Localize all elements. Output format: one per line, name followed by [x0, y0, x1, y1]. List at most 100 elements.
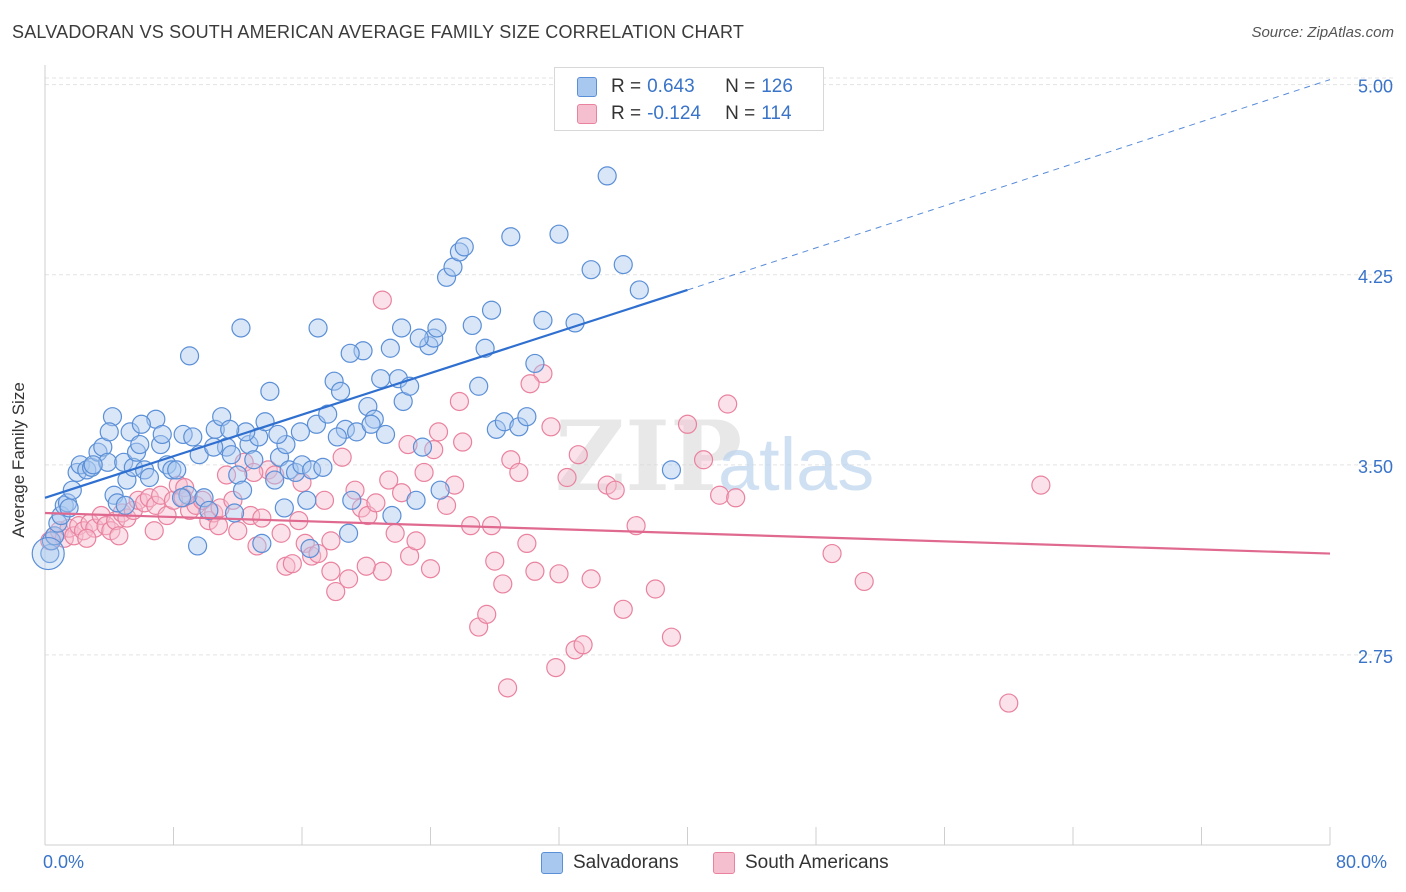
south-american-point: [372, 290, 392, 310]
stats-legend: R = 0.643 N = 126 R = -0.124 N = 114: [554, 67, 824, 131]
salvadoran-point: [265, 470, 285, 490]
south-american-point: [216, 465, 237, 485]
south-american-point: [144, 521, 164, 541]
south-american-point: [282, 554, 302, 574]
south-americans-points: [40, 290, 1051, 713]
south-american-point: [613, 599, 633, 619]
south-american-point: [139, 488, 160, 508]
x-tick-label-min: 0.0%: [43, 852, 85, 872]
salvadoran-point: [436, 267, 457, 287]
bottom-legend-salvadorans: Salvadorans: [541, 852, 679, 874]
chart-source: Source: ZipAtlas.com: [1251, 24, 1394, 41]
salvadoran-point: [629, 280, 649, 300]
salvadoran-point: [224, 503, 245, 523]
salvadoran-point: [244, 450, 264, 470]
salvadoran-point: [167, 460, 187, 480]
legend-swatch-blue: [577, 77, 597, 97]
salvadoran-point: [481, 300, 502, 320]
south-american-point: [406, 531, 426, 551]
south-american-point: [605, 480, 625, 500]
south-americans-trend-line: [44, 511, 1331, 555]
south-american-point: [661, 627, 682, 647]
salvadoran-point: [285, 462, 306, 483]
salvadoran-point: [130, 434, 150, 455]
salvadoran-point: [290, 422, 310, 442]
salvadoran-point: [300, 538, 320, 559]
watermark-atlas: atlas: [718, 423, 874, 506]
south-american-point: [1031, 475, 1051, 495]
y-axis-label: Average Family Size: [9, 382, 28, 538]
legend-row-south-americans: R = -0.124 N = 114: [577, 102, 792, 126]
south-american-point: [444, 475, 465, 495]
salvadoran-point: [276, 434, 296, 455]
south-american-point: [77, 528, 97, 548]
salvadoran-point: [107, 493, 127, 513]
salvadoran-point: [120, 422, 140, 442]
salvadoran-point: [260, 381, 280, 401]
salvadoran-point: [371, 369, 391, 389]
salvadoran-point: [597, 166, 617, 186]
salvadoran-point: [45, 526, 65, 546]
legend-r-label: R =: [611, 103, 642, 124]
south-american-point: [366, 493, 386, 513]
salvadoran-point: [139, 467, 160, 488]
south-american-point: [332, 447, 352, 467]
south-american-point: [428, 422, 449, 442]
salvadoran-point: [297, 490, 317, 510]
salvadorans-trend-line: [44, 288, 688, 499]
south-american-point: [208, 516, 229, 536]
salvadoran-point: [324, 371, 344, 391]
south-american-point: [449, 391, 470, 412]
salvadoran-point: [338, 523, 359, 543]
salvadoran-point: [221, 445, 241, 465]
south-american-point: [481, 516, 502, 536]
bottom-legend-label: South Americans: [745, 852, 889, 873]
salvadoran-point: [427, 318, 447, 338]
salvadoran-point: [462, 315, 482, 336]
south-american-point: [321, 531, 341, 551]
salvadoran-point: [335, 419, 355, 439]
salvadoran-point: [199, 500, 219, 521]
south-american-point: [822, 543, 842, 564]
y-tick-label: 3.50: [1358, 457, 1393, 477]
salvadoran-point: [62, 480, 82, 500]
south-american-point: [854, 571, 874, 592]
axes: [44, 65, 1331, 846]
salvadoran-point: [517, 407, 537, 427]
salvadoran-point: [131, 414, 151, 434]
south-american-point: [258, 460, 278, 480]
south-american-point: [718, 394, 738, 414]
salvadoran-point: [194, 488, 214, 508]
salvadoran-point: [406, 490, 426, 510]
legend-n-label: N =: [725, 103, 756, 124]
south-american-point: [385, 523, 405, 543]
y-tick-label: 2.75: [1358, 647, 1393, 667]
salvadoran-point: [494, 412, 514, 432]
grid-lines: [45, 77, 1395, 656]
south-american-point: [677, 414, 698, 434]
bottom-legend-swatch-blue: [541, 852, 563, 874]
salvadoran-point: [391, 318, 412, 338]
salvadoran-point: [330, 381, 351, 401]
y-tick-label: 4.25: [1358, 267, 1393, 287]
salvadoran-point: [380, 338, 400, 358]
south-american-point: [85, 518, 105, 538]
salvadoran-point: [179, 346, 200, 366]
south-american-point: [710, 485, 730, 505]
south-american-point: [351, 498, 372, 518]
south-american-point: [379, 470, 399, 490]
south-american-point: [693, 450, 714, 470]
south-american-point: [999, 693, 1019, 713]
south-american-point: [228, 521, 248, 541]
salvadoran-point: [454, 237, 474, 257]
south-american-point: [414, 462, 434, 483]
salvadoran-point: [475, 338, 495, 358]
south-american-point: [477, 604, 497, 624]
south-american-point: [726, 488, 746, 508]
salvadoran-point: [152, 424, 172, 445]
south-american-point: [326, 581, 346, 602]
south-american-point: [372, 561, 392, 581]
salvadoran-point: [509, 417, 529, 437]
legend-row-salvadorans: R = 0.643 N = 126: [577, 75, 793, 99]
